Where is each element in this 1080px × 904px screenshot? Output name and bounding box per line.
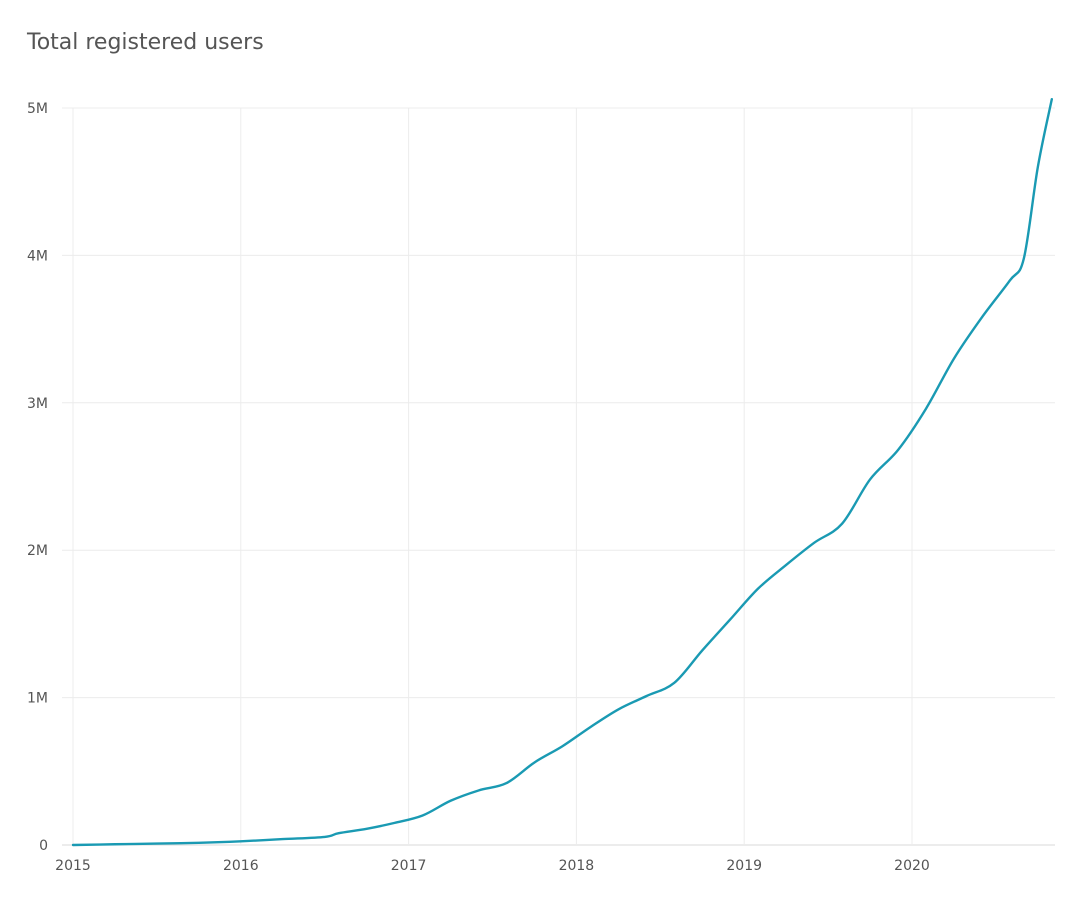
y-tick-label: 4M [27,248,48,264]
x-tick-label: 2016 [223,858,259,874]
series-layer [71,97,1054,847]
y-tick-label: 0 [39,838,48,854]
x-tick-label: 2018 [559,858,595,874]
y-tick-label: 2M [27,543,48,559]
x-tick-label: 2015 [55,858,91,874]
grid-lines [62,107,1055,846]
y-tick-label: 3M [27,396,48,412]
tick-labels: 0 1M 2M 3M 4M 5M 2015 2016 2017 2018 2019 2020 [27,101,930,874]
x-tick-label: 2017 [391,858,427,874]
x-tick-label: 2020 [894,858,930,874]
y-tick-label: 5M [27,101,48,117]
chart-title: Total registered users [27,30,264,55]
x-tick-label: 2019 [726,858,762,874]
series-line-0 [71,97,1054,847]
y-tick-label: 1M [27,691,48,707]
